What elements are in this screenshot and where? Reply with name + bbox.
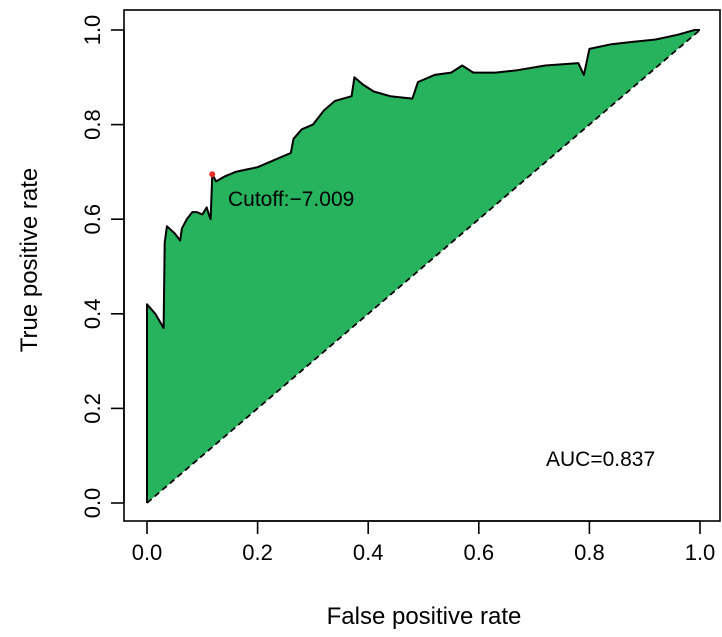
x-tick-label: 1.0 <box>685 540 716 565</box>
auc-label: AUC=0.837 <box>546 448 655 471</box>
cutoff-point <box>209 171 216 178</box>
y-tick-label: 0.0 <box>80 488 105 519</box>
y-tick-label: 0.8 <box>80 109 105 140</box>
y-tick-label: 1.0 <box>80 15 105 46</box>
cutoff-label: Cutoff:−7.009 <box>228 188 354 211</box>
y-axis-title: True positive rate <box>16 168 43 353</box>
roc-curve <box>146 29 700 503</box>
x-tick-label: 0.8 <box>574 540 605 565</box>
x-tick-label: 0.4 <box>353 540 384 565</box>
y-tick-label: 0.4 <box>80 299 105 330</box>
x-axis: 0.0 0.2 0.4 0.6 0.8 1.0 <box>132 520 716 565</box>
plot-area <box>146 29 701 504</box>
x-tick-label: 0.0 <box>132 540 163 565</box>
x-tick-label: 0.6 <box>464 540 495 565</box>
x-tick-label: 0.2 <box>242 540 273 565</box>
x-axis-title: False positive rate <box>327 603 522 630</box>
y-axis: 0.0 0.2 0.4 0.6 0.8 1.0 <box>80 15 125 519</box>
y-tick-label: 0.6 <box>80 204 105 235</box>
y-tick-label: 0.2 <box>80 393 105 424</box>
diagonal-reference-line <box>146 29 701 504</box>
